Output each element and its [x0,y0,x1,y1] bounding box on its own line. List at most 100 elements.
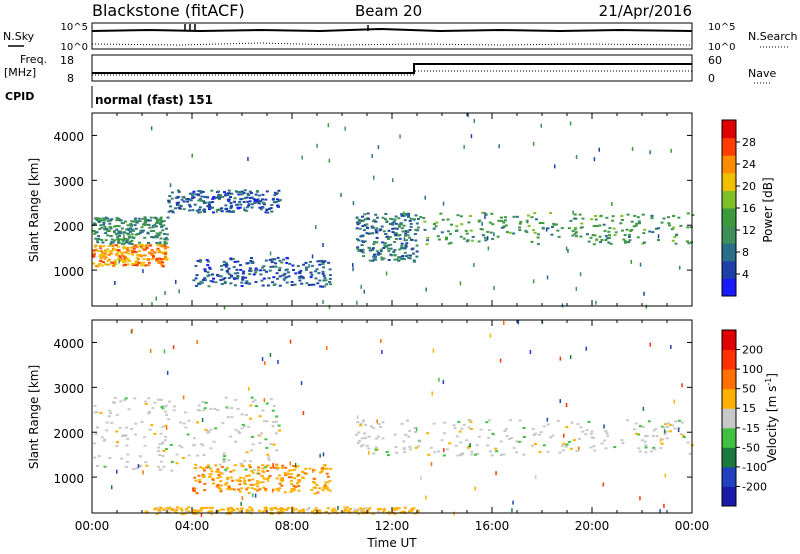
heatmap-cell [133,217,137,220]
heatmap-cell [262,203,266,206]
heatmap-cell [561,449,565,452]
heatmap-cell [274,265,278,268]
heatmap-cell [143,254,147,257]
heatmap-cell [123,231,126,234]
heatmap-cell [268,207,271,210]
heatmap-speck [352,263,354,267]
heatmap-cell [239,203,243,206]
heatmap-cell [391,227,395,230]
velocity-heatmap [92,320,694,517]
heatmap-cell [155,512,159,515]
heatmap-cell [244,282,248,285]
heatmap-cell [359,445,363,448]
heatmap-cell [215,470,219,473]
heatmap-cell [356,223,360,226]
heatmap-cell [240,190,244,193]
heatmap-cell [135,246,139,249]
heatmap-cell [662,426,666,429]
heatmap-cell [124,237,128,240]
heatmap-cell [245,280,249,283]
heatmap-cell [220,268,224,271]
heatmap-cell [165,257,169,260]
heatmap-cell [508,419,512,422]
heatmap-cell [176,195,180,198]
heatmap-cell [117,240,121,242]
heatmap-cell [375,250,379,253]
heatmap-cell [117,235,121,237]
heatmap-cell [372,243,376,246]
heatmap-cell [257,469,261,472]
heatmap-cell [648,230,652,233]
heatmap-cell [216,409,220,412]
heatmap-speck [316,143,318,148]
heatmap-cell [159,432,163,435]
heatmap-cell [163,247,167,250]
heatmap-cell [634,422,638,425]
heatmap-cell [632,225,636,228]
heatmap-cell [267,456,271,459]
heatmap-cell [165,507,169,510]
heatmap-cell [197,194,201,197]
heatmap-cell [97,249,101,252]
heatmap-cell [201,190,205,193]
heatmap-speck [381,350,383,354]
heatmap-cell [489,231,493,234]
heatmap-cell [208,506,212,509]
heatmap-cell [668,424,672,426]
heatmap-cell [229,207,233,210]
heatmap-cell [644,451,648,454]
heatmap-speck [473,118,475,123]
heatmap-cell [145,464,149,467]
heatmap-cell [343,510,347,513]
heatmap-cell [162,450,166,452]
heatmap-cell [637,220,641,223]
heatmap-cell [184,426,188,429]
heatmap-cell [468,418,472,421]
heatmap-cell [229,282,233,285]
heatmap-cell [247,474,251,477]
colorbar-tick-label: -15 [742,422,760,435]
heatmap-cell [172,409,176,412]
heatmap-cell [389,243,393,246]
heatmap-cell [222,460,226,463]
heatmap-cell [92,252,96,255]
heatmap-cell [199,198,202,201]
heatmap-cell [570,421,574,424]
heatmap-speck [192,487,194,492]
heatmap-cell [217,487,221,489]
heatmap-cell [246,486,250,489]
heatmap-cell [238,206,242,209]
heatmap-cell [308,260,312,263]
heatmap-speck [337,506,339,510]
heatmap-cell [633,428,636,431]
heatmap-cell [409,217,413,220]
heatmap-cell [600,442,604,445]
heatmap-cell [148,219,152,222]
heatmap-cell [265,270,268,273]
heatmap-cell [278,259,282,262]
heatmap-cell [674,233,678,236]
heatmap-cell [150,230,153,232]
heatmap-cell [245,510,249,513]
heatmap-cell [489,450,492,453]
heatmap-cell [664,423,667,426]
heatmap-cell [432,227,436,230]
heatmap-cell [251,400,255,403]
heatmap-cell [629,229,633,232]
heatmap-cell [221,472,225,475]
heatmap-cell [567,440,571,443]
station-title: Blackstone (fitACF) [92,1,245,20]
heatmap-cell [670,228,674,231]
heatmap-cell [281,464,285,467]
heatmap-cell [289,476,293,479]
heatmap-cell [575,450,579,452]
heatmap-cell [372,219,376,222]
heatmap-cell [363,437,367,439]
heatmap-cell [611,215,615,218]
heatmap-cell [595,225,599,228]
heatmap-cell [380,256,384,259]
cpid-value: normal (fast) 151 [95,93,213,107]
heatmap-cell [158,454,162,456]
heatmap-cell [274,467,278,469]
heatmap-cell [504,428,508,431]
